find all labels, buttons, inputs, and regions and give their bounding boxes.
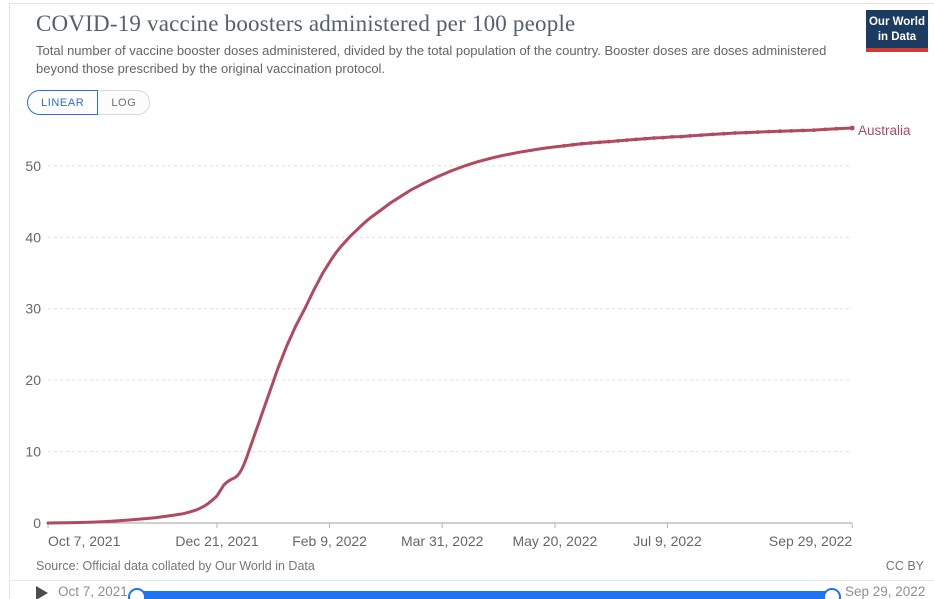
svg-text:Oct 7, 2021: Oct 7, 2021 xyxy=(48,533,121,549)
linear-scale-button[interactable]: LINEAR xyxy=(27,90,99,115)
timeline-start-handle[interactable] xyxy=(128,588,146,599)
page-top-border xyxy=(9,3,934,4)
scale-toggle: LINEAR LOG xyxy=(27,90,151,115)
svg-text:0: 0 xyxy=(33,515,41,531)
line-chart[interactable]: 0 10 20 30 40 50 Oct 7, 2021 Dec 21, 2021 Feb 9,… xyxy=(0,115,934,555)
svg-text:Dec 21, 2021: Dec 21, 2021 xyxy=(175,533,258,549)
owid-logo-line2: in Data xyxy=(877,30,917,43)
owid-logo[interactable]: Our World in Data xyxy=(866,10,928,52)
page-left-border xyxy=(9,3,10,599)
svg-text:10: 10 xyxy=(25,444,41,460)
play-icon[interactable] xyxy=(36,586,48,599)
svg-text:30: 30 xyxy=(25,301,41,317)
svg-text:Mar 31, 2022: Mar 31, 2022 xyxy=(401,533,484,549)
svg-text:Feb 9, 2022: Feb 9, 2022 xyxy=(292,533,367,549)
owid-logo-line1: Our World xyxy=(868,16,925,28)
timeline-start-date[interactable]: Oct 7, 2021 xyxy=(58,584,128,599)
footer-separator xyxy=(9,580,934,581)
svg-text:Sep 29, 2022: Sep 29, 2022 xyxy=(769,533,853,549)
source-note: Source: Official data collated by Our Wo… xyxy=(36,559,315,573)
series-label-australia[interactable]: Australia xyxy=(858,123,911,138)
timeline-control: Oct 7, 2021 Sep 29, 2022 xyxy=(0,582,934,599)
timeline-end-handle[interactable] xyxy=(823,588,841,599)
log-scale-button[interactable]: LOG xyxy=(98,90,151,115)
svg-text:May 20, 2022: May 20, 2022 xyxy=(512,533,597,549)
chart-subtitle: Total number of vaccine booster doses ad… xyxy=(36,43,827,77)
svg-text:40: 40 xyxy=(25,229,41,245)
svg-text:50: 50 xyxy=(25,158,41,174)
svg-text:Jul 9, 2022: Jul 9, 2022 xyxy=(633,533,702,549)
license-label[interactable]: CC BY xyxy=(885,559,924,573)
svg-text:20: 20 xyxy=(25,372,41,388)
timeline-end-date[interactable]: Sep 29, 2022 xyxy=(845,584,926,599)
footer: Source: Official data collated by Our Wo… xyxy=(36,559,924,573)
owid-logo-red-bar xyxy=(866,48,928,52)
page-title: COVID-19 vaccine boosters administered p… xyxy=(36,11,576,36)
timeline-track[interactable] xyxy=(137,591,832,599)
